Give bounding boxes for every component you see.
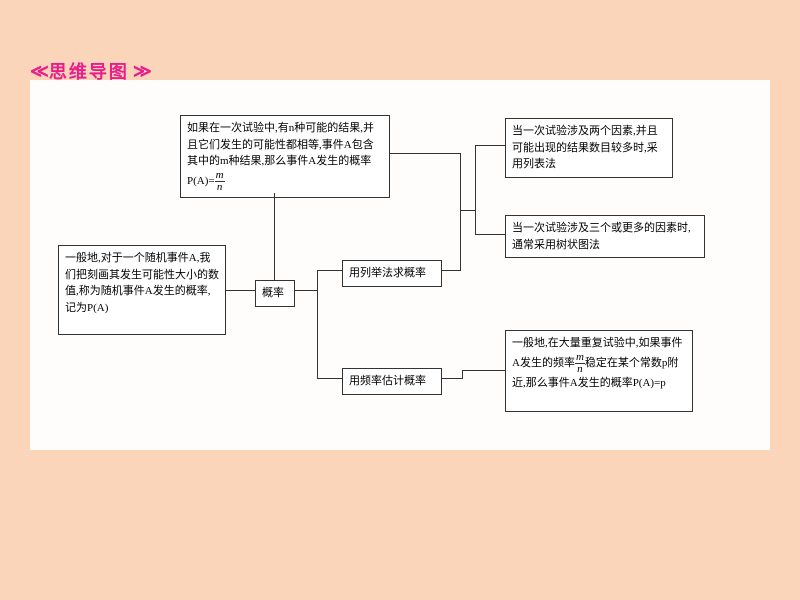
fraction-icon: mn (215, 170, 225, 193)
edge (295, 290, 317, 291)
edge (475, 145, 505, 146)
fraction-icon: mn (575, 352, 585, 375)
node-frequency: 用频率估计概率 (342, 368, 442, 395)
edge (442, 378, 462, 379)
edge (475, 145, 476, 235)
edge (460, 153, 461, 271)
edge (475, 234, 505, 235)
edge (442, 270, 460, 271)
edge (274, 193, 275, 280)
diagram-canvas: ≪ 思维导图 ≫ 一般地,对于一个随机事件A,我们把刻画其发生可能性大小的数值,… (30, 80, 770, 450)
edge (317, 270, 318, 379)
right-arrow-icon: ≫ (133, 61, 148, 82)
node-table-method: 当一次试验涉及两个因素,并且可能出现的结果数目较多时,采用列表法 (505, 118, 673, 178)
node-formula: 如果在一次试验中,有n种可能的结果,并且它们发生的可能性都相等,事件A包含其中的… (180, 115, 390, 198)
node-definition: 一般地,对于一个随机事件A,我们把刻画其发生可能性大小的数值,称为随机事件A发生… (58, 245, 226, 335)
node-enumeration: 用列举法求概率 (342, 260, 442, 287)
edge (274, 193, 275, 194)
node-tree-method: 当一次试验涉及三个或更多的因素时,通常采用树状图法 (505, 215, 705, 258)
edge (462, 370, 463, 379)
edge (317, 270, 342, 271)
edge (226, 290, 255, 291)
edge (390, 153, 460, 154)
edge (317, 378, 342, 379)
edge (460, 210, 475, 211)
node-frequency-estimate: 一般地,在大量重复试验中,如果事件A发生的频率mn稳定在某个常数p附近,那么事件… (505, 330, 693, 412)
header-title: 思维导图 (49, 58, 129, 84)
node-root: 概率 (255, 280, 295, 307)
header: ≪ 思维导图 ≫ (30, 58, 148, 84)
left-arrow-icon: ≪ (30, 61, 45, 82)
edge (462, 370, 505, 371)
